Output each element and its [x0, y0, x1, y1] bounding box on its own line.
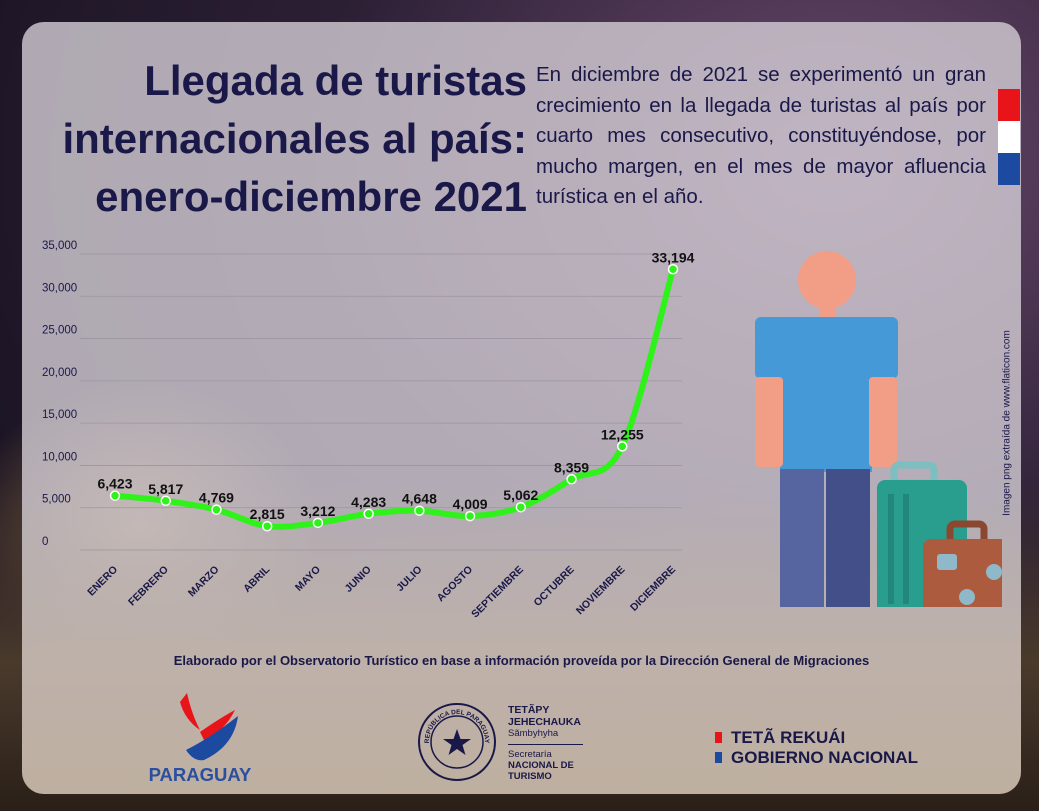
series-line-arrivals [112, 266, 676, 530]
chart-x-ticks: ENERO FEBRERO MARZO ABRIL MAYO JUNIO JULIO AGOS… [85, 563, 678, 620]
data-label: 4,283 [351, 494, 386, 510]
data-point [464, 510, 476, 522]
data-point [363, 508, 374, 520]
description-text: En diciembre de 2021 se experimentó un g… [536, 63, 986, 208]
gobierno-line-1: TETÃ REKUÁI [731, 728, 846, 747]
y-tick-label: 30,000 [42, 282, 77, 294]
data-point [261, 520, 273, 532]
senatur-divider [508, 744, 583, 745]
x-tick-label: MARZO [186, 564, 222, 600]
y-tick-label: 25,000 [42, 325, 77, 337]
x-tick-label: FEBRERO [126, 564, 171, 609]
x-tick-label: JUNIO [343, 564, 374, 595]
chart-grid: 0 5,000 10,000 15,000 20,000 25,000 30,000 35,0… [42, 240, 682, 551]
flag-red-stripe [998, 89, 1020, 121]
senatur-line-6: TURISMO [508, 771, 552, 782]
data-label: 8,359 [554, 459, 589, 475]
source-note: Elaborado por el Observatorio Turístico … [173, 653, 870, 668]
data-point [566, 474, 577, 485]
page-title: Llegada de turistas internacionales al p… [32, 52, 527, 226]
x-tick-label: SEPTIEMBRE [469, 564, 526, 621]
x-tick-label: ENERO [85, 564, 120, 599]
chart-line-layer [112, 266, 676, 530]
y-tick-label: 20,000 [42, 367, 77, 379]
gobierno-line-2: GOBIERNO NACIONAL [731, 748, 918, 767]
x-tick-label: ABRIL [241, 563, 273, 595]
senatur-line-1: TETÃPY [508, 704, 550, 716]
data-label: 4,648 [402, 491, 437, 507]
x-tick-label: MAYO [293, 564, 323, 594]
data-point [211, 504, 222, 515]
tourist-with-luggage-icon [755, 251, 1002, 607]
data-point [414, 505, 425, 516]
senatur-line-3: Sãmbyhyha [508, 728, 559, 739]
x-tick-label: JULIO [394, 564, 424, 594]
senatur-logo: TETÃPY JEHECHAUKA Sãmbyhyha Secretaría N… [508, 704, 628, 782]
gob-red-bar-icon [715, 732, 722, 743]
y-tick-label: 15,000 [42, 409, 77, 421]
data-label: 6,423 [97, 476, 132, 492]
senatur-line-2: JEHECHAUKA [508, 716, 581, 728]
chart-points [109, 264, 679, 532]
flag-white-stripe [998, 121, 1020, 153]
chart-data-labels: 6,423 5,817 4,769 2,815 3,212 4,283 4,648 4,009… [97, 249, 694, 522]
senatur-line-4: Secretaría [508, 749, 552, 760]
paraguay-brand-text: PARAGUAY [148, 764, 252, 785]
data-point [109, 490, 121, 501]
content-panel: Llegada de turistas internacionales al p… [22, 22, 1021, 794]
data-label: 5,817 [148, 481, 183, 497]
flag-blue-stripe [998, 153, 1020, 185]
data-point [667, 264, 679, 275]
title-line-3: enero-diciembre 2021 [95, 173, 527, 220]
data-label: 12,255 [601, 426, 644, 442]
data-label: 3,212 [300, 503, 335, 519]
y-tick-label: 5,000 [42, 494, 71, 506]
x-tick-label: AGOSTO [435, 564, 476, 605]
y-tick-label: 35,000 [42, 240, 77, 252]
paraguay-flag-icon [998, 89, 1020, 185]
data-point [617, 441, 628, 452]
data-label: 2,815 [250, 506, 285, 522]
national-seal-icon: REPÚBLICA DEL PARAGUAY [418, 703, 496, 781]
arrivals-line-chart: 0 5,000 10,000 15,000 20,000 25,000 30,000 35,0… [42, 240, 695, 620]
gob-blue-bar-icon [715, 752, 722, 763]
x-tick-label: OCTUBRE [531, 564, 576, 609]
title-line-2: internacionales al país: [62, 115, 527, 162]
y-tick-label: 0 [42, 536, 48, 548]
data-label: 33,194 [652, 249, 695, 265]
x-tick-label: NOVIEMBRE [574, 564, 627, 617]
data-point [160, 495, 171, 507]
title-line-1: Llegada de turistas [144, 57, 527, 104]
data-label: 5,062 [503, 487, 538, 503]
paraguay-brand-logo-icon [180, 693, 238, 761]
data-point [312, 517, 324, 529]
data-label: 4,769 [199, 490, 234, 506]
x-tick-label: DICIEMBRE [628, 564, 678, 614]
senatur-line-5: NACIONAL DE [508, 760, 574, 771]
data-label: 4,009 [453, 496, 488, 512]
y-tick-label: 10,000 [42, 451, 77, 463]
data-point [515, 501, 527, 513]
